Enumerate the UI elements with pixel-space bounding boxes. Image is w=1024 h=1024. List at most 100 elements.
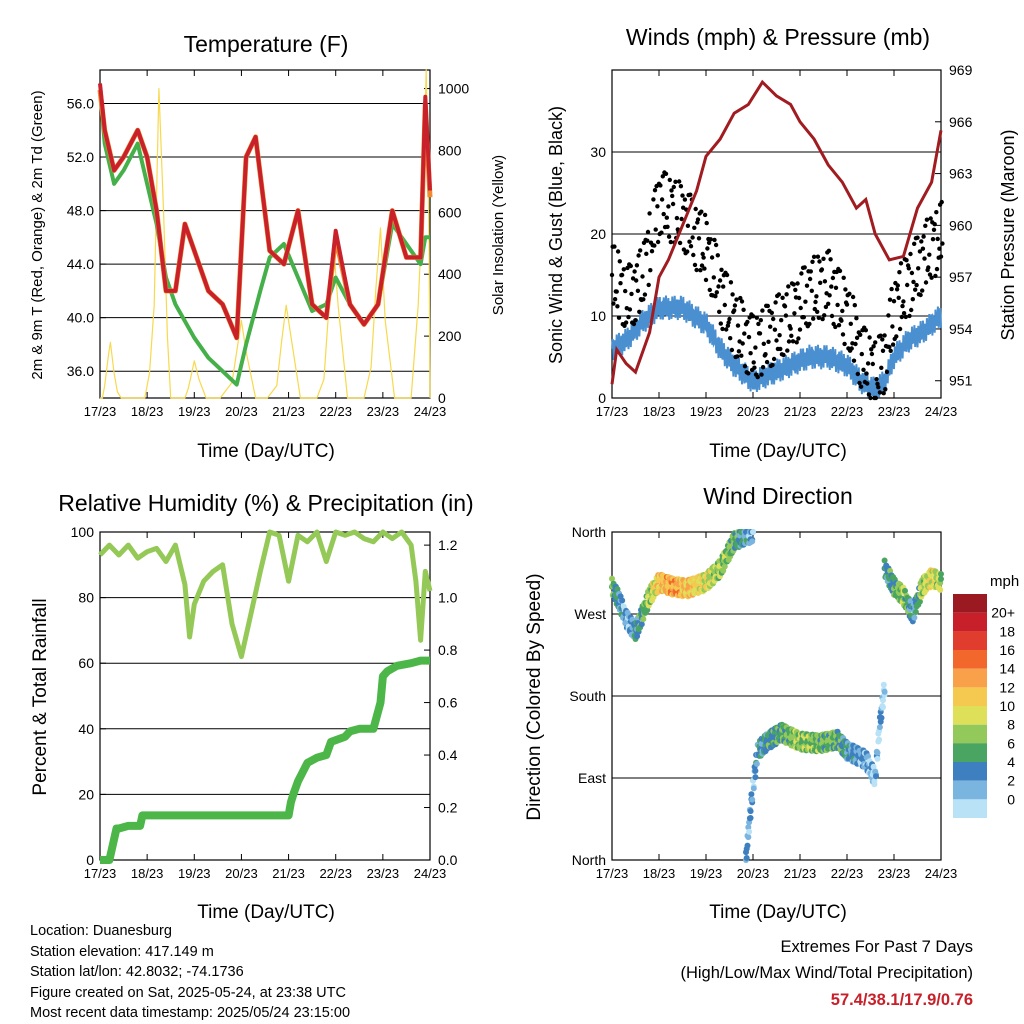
gust-point bbox=[901, 311, 907, 316]
winds-title: Winds (mph) & Pressure (mb) bbox=[626, 24, 930, 50]
gust-point bbox=[707, 287, 712, 293]
gust-point bbox=[705, 246, 710, 251]
gust-point bbox=[667, 177, 672, 183]
gust-point bbox=[685, 223, 691, 228]
gust-point bbox=[776, 292, 782, 297]
gust-point bbox=[920, 246, 926, 251]
gust-point bbox=[912, 241, 917, 246]
direction-point bbox=[749, 796, 756, 803]
y-tick-label: 80 bbox=[78, 590, 94, 606]
direction-point bbox=[752, 767, 759, 774]
gust-point bbox=[699, 209, 704, 214]
gust-point bbox=[928, 216, 933, 221]
gust-point bbox=[642, 292, 648, 297]
latlon-text: Station lat/lon: 42.8032; -74.1736 bbox=[30, 964, 244, 981]
gust-point bbox=[799, 271, 804, 276]
gust-point bbox=[674, 215, 680, 221]
gust-point bbox=[741, 307, 746, 312]
y-tick-label: West bbox=[574, 606, 606, 622]
gust-point bbox=[911, 279, 916, 285]
direction-point bbox=[748, 791, 755, 798]
humidity-title: Relative Humidity (%) & Precipitation (i… bbox=[58, 490, 473, 516]
gust-point bbox=[691, 252, 696, 258]
legend-swatch bbox=[953, 594, 987, 613]
gust-point bbox=[740, 341, 745, 346]
x-tick-label: 17/23 bbox=[84, 866, 117, 881]
gust-point bbox=[630, 276, 636, 281]
x-tick-label: 18/23 bbox=[643, 404, 676, 419]
y-tick-label-right: 963 bbox=[949, 166, 973, 182]
gust-point bbox=[635, 288, 641, 293]
gust-point bbox=[790, 339, 796, 344]
gust-point bbox=[764, 359, 770, 365]
x-tick-label: 17/23 bbox=[596, 866, 629, 881]
gust-point bbox=[871, 344, 876, 349]
direction-point bbox=[938, 571, 944, 577]
temperature-xlabel: Time (Day/UTC) bbox=[197, 441, 335, 462]
gust-point bbox=[768, 324, 773, 329]
y-tick-label-right: 951 bbox=[949, 373, 973, 389]
gust-point bbox=[906, 266, 911, 271]
gust-point bbox=[895, 283, 900, 288]
y-tick-label-right: 0.4 bbox=[438, 747, 458, 763]
gust-point bbox=[847, 291, 852, 296]
gust-point bbox=[909, 307, 914, 313]
gust-point bbox=[757, 331, 763, 336]
gust-point bbox=[841, 275, 846, 280]
direction-point bbox=[916, 598, 923, 605]
x-tick-label: 24/23 bbox=[414, 866, 447, 881]
y-tick-label-right: 600 bbox=[438, 204, 462, 220]
direction-point bbox=[745, 834, 752, 841]
direction-xlabel: Time (Day/UTC) bbox=[709, 902, 847, 923]
gust-point bbox=[629, 291, 634, 297]
gust-point bbox=[937, 246, 942, 251]
gust-point bbox=[804, 283, 810, 288]
gust-point bbox=[852, 303, 857, 308]
gust-point bbox=[688, 244, 694, 249]
y-tick-label: North bbox=[572, 524, 606, 540]
gust-point bbox=[865, 361, 871, 366]
gust-point bbox=[702, 266, 707, 271]
direction-point bbox=[938, 576, 944, 582]
direction-point bbox=[744, 842, 751, 849]
legend-label: 20+ bbox=[991, 605, 1015, 621]
gust-point bbox=[649, 249, 655, 254]
y-tick-label-right: 0.2 bbox=[438, 800, 458, 816]
y-tick-label-right: 960 bbox=[949, 217, 973, 233]
gust-point bbox=[878, 333, 883, 338]
gust-point bbox=[827, 293, 832, 298]
gust-point bbox=[891, 299, 897, 304]
gust-point bbox=[753, 345, 758, 350]
gust-point bbox=[774, 338, 779, 343]
y-tick-label: 0 bbox=[86, 852, 94, 868]
legend-swatch bbox=[953, 780, 987, 800]
gust-point bbox=[647, 211, 652, 216]
gust-point bbox=[899, 314, 904, 320]
series-dir_w2 bbox=[881, 557, 944, 625]
plot-frame bbox=[611, 69, 942, 399]
gust-point bbox=[908, 251, 913, 257]
gust-point bbox=[935, 236, 940, 242]
gust-point bbox=[859, 351, 864, 357]
gust-point bbox=[927, 252, 932, 257]
gust-point bbox=[835, 302, 840, 308]
winds-ylabel: Sonic Wind & Gust (Blue, Black) bbox=[546, 106, 566, 364]
gust-point bbox=[826, 248, 832, 253]
x-tick-label: 22/23 bbox=[319, 404, 352, 419]
gust-point bbox=[770, 362, 775, 368]
extremes-values: 57.4/38.1/17.9/0.76 bbox=[830, 991, 973, 1009]
gust-point bbox=[918, 292, 923, 298]
gust-point bbox=[851, 358, 857, 363]
gust-point bbox=[679, 216, 684, 222]
gust-point bbox=[763, 352, 768, 357]
gust-point bbox=[773, 300, 778, 305]
gust-point bbox=[735, 323, 741, 328]
gust-point bbox=[735, 354, 740, 359]
gust-point bbox=[887, 344, 892, 350]
temperature-panel: Temperature (F) 2m & 9m T (Red, Orange) … bbox=[29, 31, 507, 462]
gust-point bbox=[724, 272, 730, 278]
gust-point bbox=[889, 286, 894, 292]
gust-point bbox=[887, 297, 893, 302]
gust-point bbox=[702, 212, 708, 218]
x-tick-label: 18/23 bbox=[643, 866, 676, 881]
